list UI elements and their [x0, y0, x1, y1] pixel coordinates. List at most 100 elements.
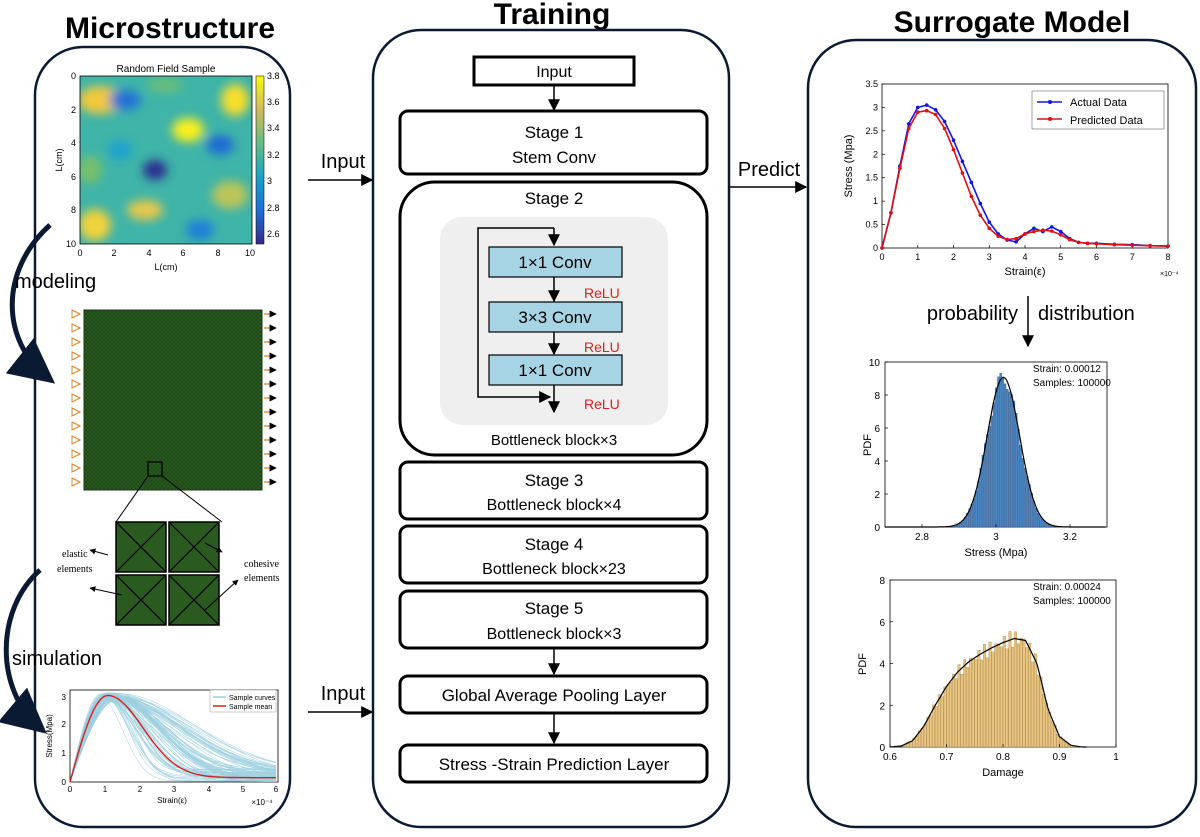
histogram-bar: [1017, 644, 1020, 747]
histogram-bar: [938, 695, 941, 747]
histogram-bar: [1043, 694, 1046, 747]
hist1-annotation-samples: Samples: 100000: [1033, 378, 1111, 389]
rf-xtick: 8: [215, 248, 220, 258]
histogram-bar: [986, 434, 988, 527]
boundary-loads: [264, 314, 276, 482]
support-symbol: [72, 450, 80, 458]
colorbar-tick: 3: [267, 176, 272, 186]
histogram-bar: [944, 687, 947, 747]
sim-xtick: 0: [68, 785, 73, 794]
histogram-bar: [1002, 377, 1004, 527]
predicted-data-point: [1095, 242, 1099, 246]
stage1-sub: Stem Conv: [512, 148, 597, 167]
histogram-bar: [1034, 654, 1037, 747]
rf-ytick: 0: [71, 71, 76, 81]
histogram-bar: [995, 388, 997, 527]
sim-ytick: 2: [62, 720, 67, 729]
sim-xtick: 3: [172, 785, 177, 794]
x-tick-label: 0.8: [996, 752, 1010, 763]
histogram-bar: [980, 468, 982, 527]
histogram-bar: [986, 658, 989, 747]
predicted-data-point: [1068, 238, 1072, 242]
predicted-data-point: [1059, 233, 1063, 237]
actual-data-point: [943, 120, 947, 124]
support-symbol: [72, 366, 80, 374]
rf-ytick: 6: [71, 172, 76, 182]
histogram-bar: [1028, 643, 1031, 747]
y-tick-label: 6: [874, 424, 880, 435]
predicted-data-point: [996, 234, 1000, 238]
x-tick-label: 0.7: [940, 752, 954, 763]
histogram-bar: [1040, 677, 1043, 747]
sim-legend-mean: Sample mean: [229, 704, 272, 711]
histogram-bar: [910, 742, 913, 747]
training-title: Training: [494, 0, 611, 31]
gap-layer-label: Global Average Pooling Layer: [442, 686, 667, 705]
predicted-data-point: [898, 167, 902, 171]
lineplot-exponent: ×10⁻⁴: [1160, 271, 1179, 278]
modeling-arrow: [12, 225, 50, 378]
histogram-bar: [989, 642, 992, 747]
random-field-plot: Random Field Sample 0 2: [54, 64, 280, 272]
legend-actual: Actual Data: [1070, 97, 1128, 109]
hist2-xlabel: Damage: [982, 767, 1024, 779]
stage3-title: Stage 3: [525, 471, 584, 490]
histogram-bar: [1000, 647, 1003, 747]
rf-xtick: 6: [180, 248, 185, 258]
histogram-bar: [1020, 638, 1023, 747]
hist1-xlabel: Stress (Mpa): [965, 547, 1028, 559]
predicted-data-point: [1005, 238, 1009, 242]
actual-data-point: [961, 160, 965, 164]
histogram-bar: [966, 667, 969, 747]
colorbar-tick: 3.2: [267, 150, 280, 160]
predict-label: Predict: [738, 159, 801, 181]
predicted-data-point: [1148, 244, 1152, 248]
predicted-data-point: [1050, 229, 1054, 233]
x-tick-label: 0: [879, 252, 884, 262]
legend-predicted: Predicted Data: [1070, 115, 1144, 127]
y-tick-label: 1: [873, 196, 878, 206]
sim-legend-curves: Sample curves: [229, 695, 276, 702]
surrogate-title: Surrogate Model: [894, 6, 1131, 39]
histogram-bar: [1009, 392, 1011, 527]
rf-xlabel: L(cm): [155, 262, 178, 272]
y-tick-label: 10: [869, 358, 881, 369]
sim-xtick: 2: [138, 785, 143, 794]
histogram-bar: [973, 498, 975, 527]
actual-data-point: [952, 138, 956, 142]
y-tick-label: 6: [879, 618, 885, 629]
histogram-bar: [955, 679, 958, 747]
support-symbol: [72, 338, 80, 346]
distribution-label: distribution: [1038, 303, 1135, 325]
conv1x1-top-label: 1×1 Conv: [518, 253, 592, 272]
predicted-data-point: [925, 109, 929, 113]
histogram-bar: [1014, 632, 1017, 747]
rf-ytick: 8: [71, 205, 76, 215]
hist1-ylabel: PDF: [862, 434, 874, 456]
y-tick-label: 8: [879, 576, 885, 587]
predicted-data-point: [934, 113, 938, 117]
x-tick-label: 0.9: [1053, 752, 1067, 763]
sim-ytick: 3: [62, 693, 67, 702]
colorbar-tick: 3.6: [267, 97, 280, 107]
histogram-bar: [1000, 373, 1002, 527]
histogram-bar: [982, 455, 984, 527]
predicted-data-point: [970, 195, 974, 199]
lineplot-xlabel: Strain(ε): [1005, 266, 1046, 278]
histogram-bar: [1003, 636, 1006, 747]
histogram-bar: [924, 724, 927, 747]
x-tick-label: 6: [1094, 252, 1099, 262]
rf-xtick: 10: [245, 248, 255, 258]
histogram-bar: [952, 674, 955, 747]
actual-data-point: [1059, 230, 1063, 234]
y-tick-label: 3.5: [865, 79, 878, 89]
histogram-bar: [961, 674, 964, 747]
simulation-plot: Sample curves Sample mean 0 1 2 3 0 1 2 …: [45, 690, 279, 807]
x-tick-label: 5: [1058, 252, 1063, 262]
stage1-title: Stage 1: [525, 123, 584, 142]
y-tick-label: 2: [873, 149, 878, 159]
histogram-bar: [1009, 631, 1012, 747]
actual-data-point: [925, 103, 929, 107]
histogram-bar: [1015, 413, 1017, 527]
stage5-sub: Bottleneck block×3: [487, 626, 622, 643]
